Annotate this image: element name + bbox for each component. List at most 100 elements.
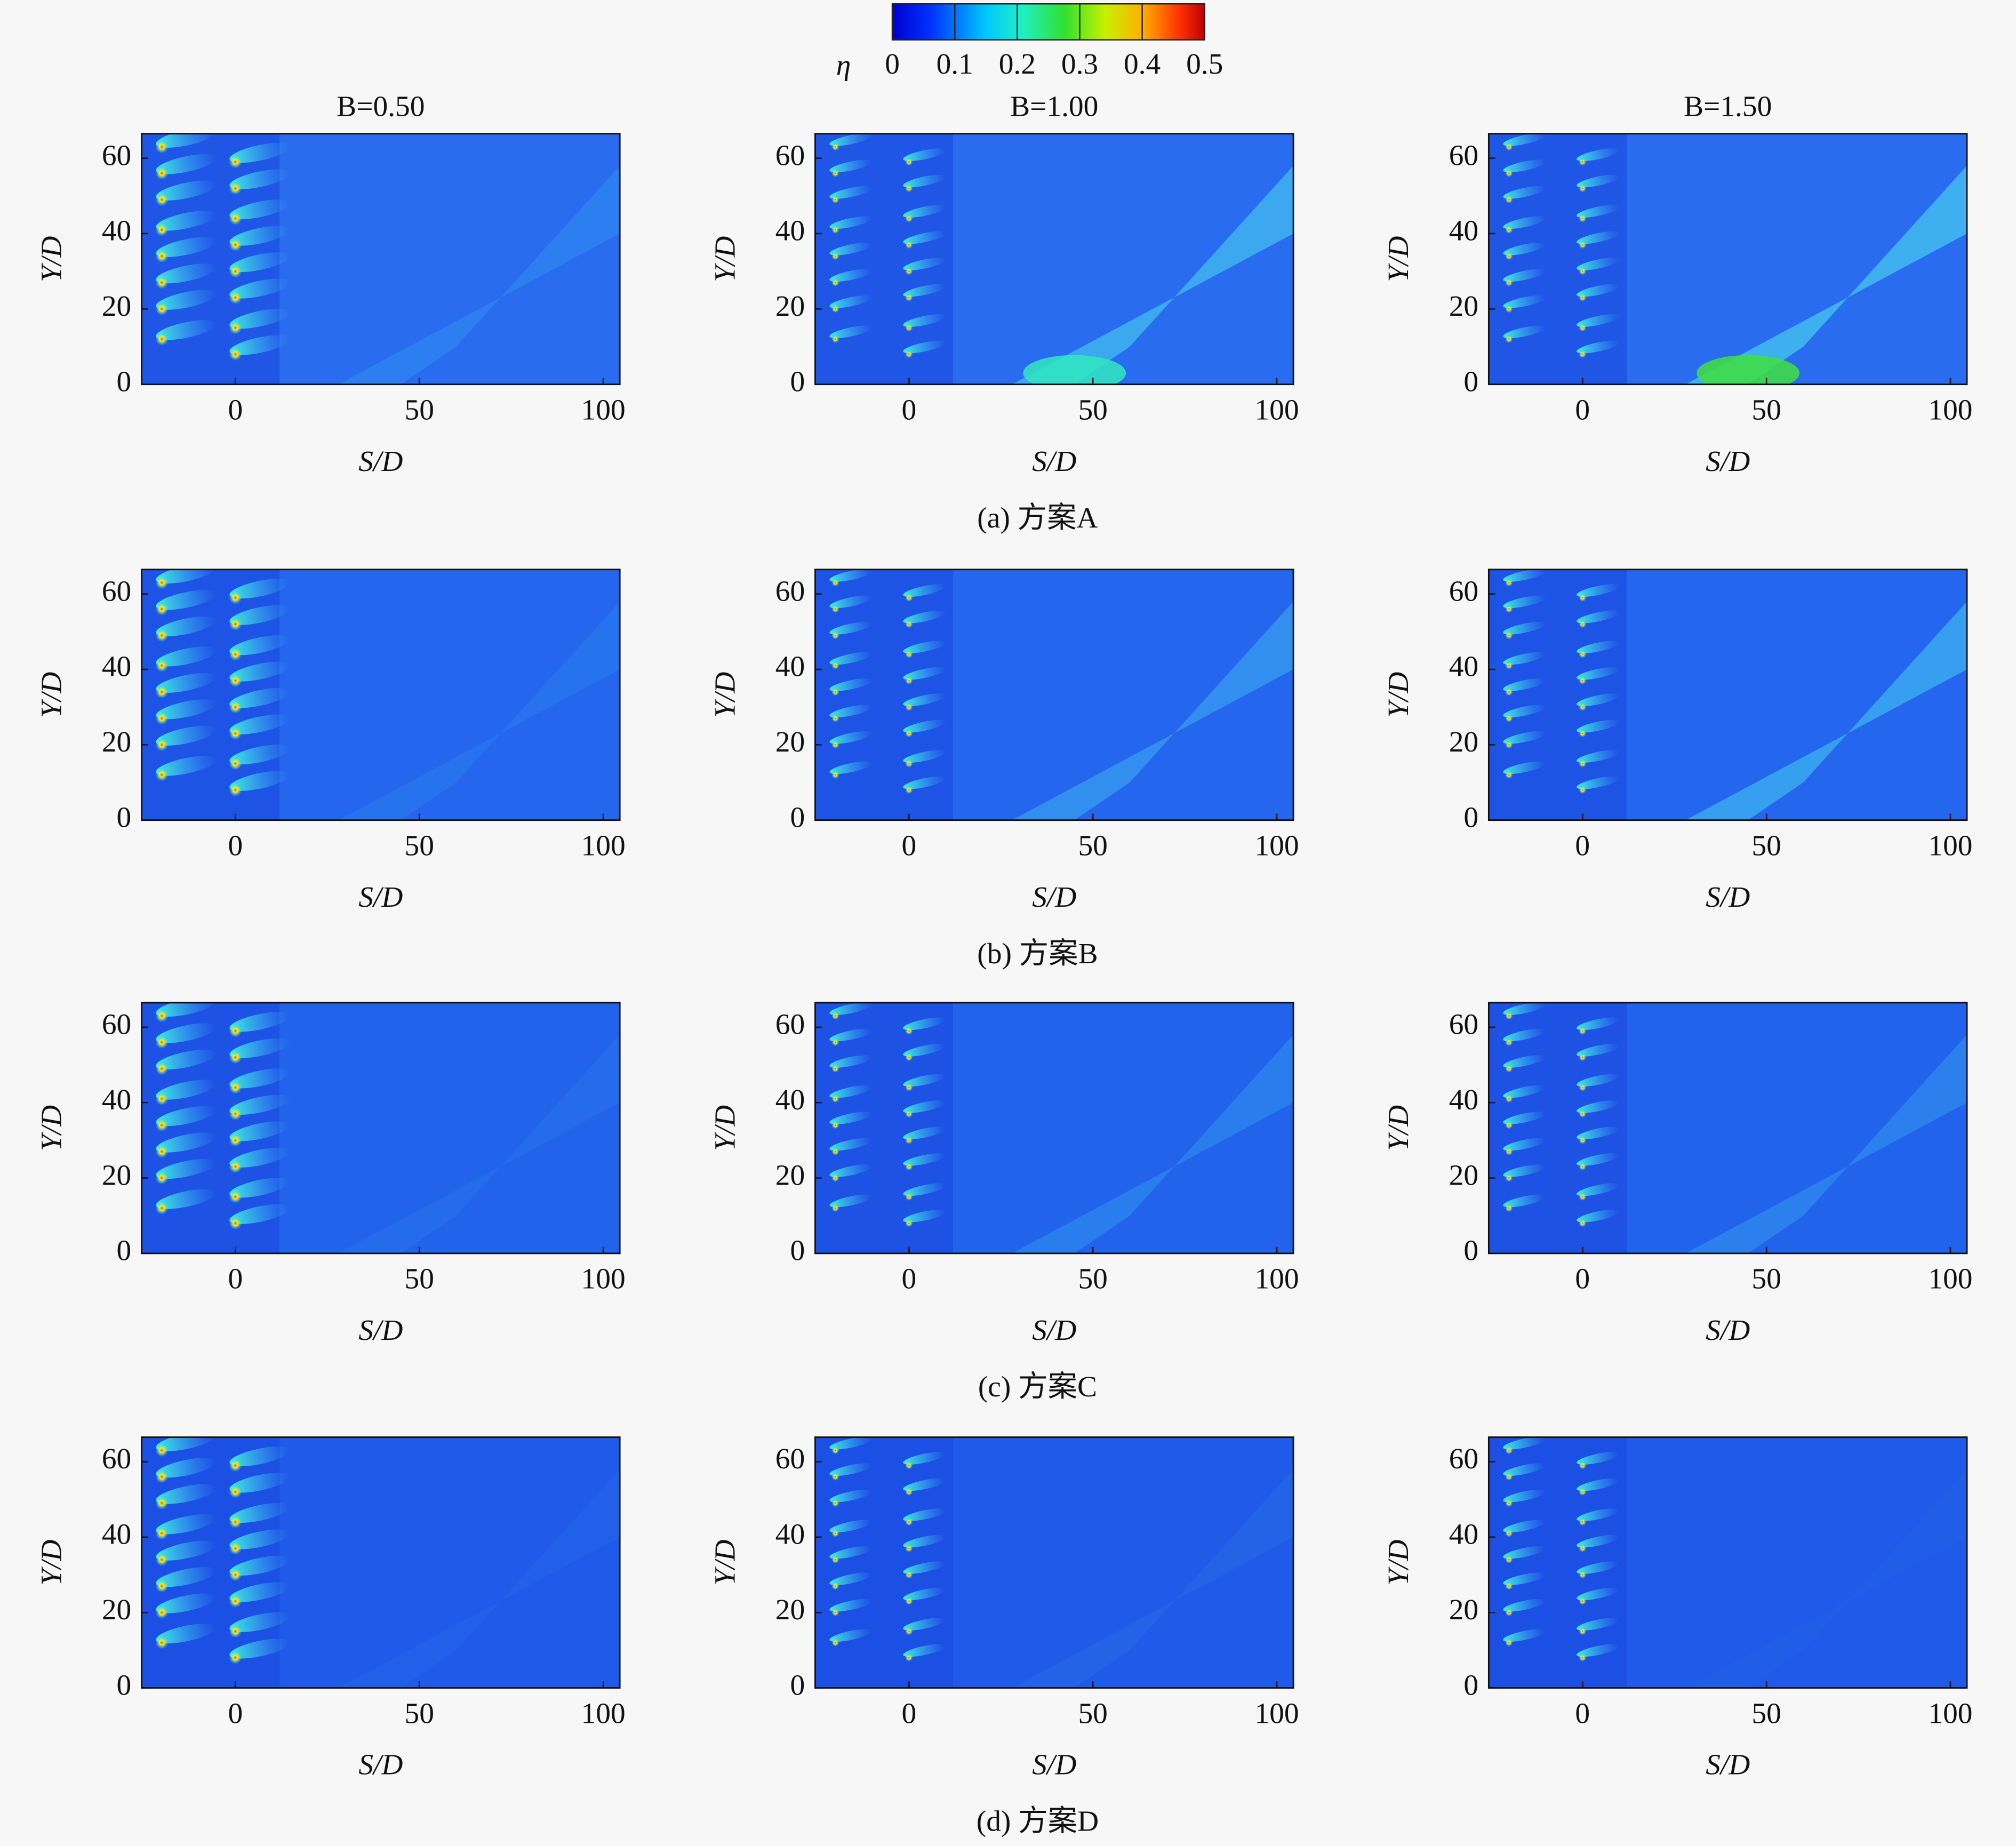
jet-trace: [156, 237, 217, 257]
jet-trace: [1503, 652, 1546, 665]
jet-trace: [903, 641, 946, 653]
jet-core: [905, 594, 913, 602]
jet-core: [155, 1497, 169, 1510]
jet-core: [1505, 771, 1513, 779]
jet-core: [831, 771, 839, 779]
jet-trace: [829, 1112, 873, 1124]
jet-trace: [1503, 133, 1546, 146]
jet-trace: [829, 1028, 873, 1042]
jet-trace: [829, 652, 873, 665]
field: [1489, 1002, 1967, 1253]
jet-trace: [829, 159, 873, 173]
jet-trace: [903, 1153, 946, 1166]
jet-trace: [156, 756, 217, 776]
x-axis-label: S/D: [1032, 445, 1076, 477]
jet-core: [1579, 293, 1587, 302]
x-tick-label: 0: [1575, 829, 1590, 861]
jet-trace: [156, 320, 217, 340]
jet-core: [155, 250, 169, 263]
colorbar-tick-label: 0.1: [937, 47, 973, 80]
plot-frame: [814, 569, 1294, 821]
jet-core: [155, 276, 169, 289]
jet-core: [831, 688, 839, 696]
jet-core: [1505, 1556, 1513, 1564]
jet-core: [1505, 305, 1513, 313]
jet-trace: [229, 745, 290, 765]
plot-frame: [141, 569, 621, 821]
jet-core: [1579, 703, 1587, 711]
x-tick-label: 0: [901, 829, 916, 861]
jet-trace: [1577, 1587, 1620, 1601]
jet-core: [905, 1488, 913, 1496]
jet-trace: [229, 1204, 290, 1224]
contour-field: [815, 1002, 1294, 1253]
jet-trace: [1577, 1561, 1620, 1574]
x-tick-label: 0: [1575, 1262, 1590, 1295]
jet-core: [229, 757, 242, 770]
jet-core: [1505, 579, 1513, 587]
x-tick-label: 50: [1751, 829, 1781, 861]
x-tick-label: 50: [405, 1697, 434, 1729]
jet-trace: [156, 673, 217, 693]
jet-core: [905, 760, 913, 768]
caption: (d) 方案D: [977, 1805, 1099, 1837]
jet-trace: [903, 1183, 946, 1196]
jet-trace: [903, 610, 946, 624]
jet-core: [905, 1597, 913, 1605]
jet-core: [1579, 650, 1587, 658]
jet-core: [1505, 1639, 1513, 1647]
jet-trace: [1577, 1126, 1620, 1140]
jet-core: [229, 1160, 242, 1173]
jet-trace: [903, 1535, 946, 1548]
jet-trace: [1503, 678, 1546, 691]
jet-trace: [903, 1618, 946, 1631]
caption: (b) 方案B: [977, 937, 1098, 970]
jet-core: [155, 1062, 169, 1075]
field: [815, 1437, 1294, 1688]
jet-trace: [229, 605, 290, 625]
jet-trace: [1503, 1599, 1546, 1612]
jet-trace: [1503, 1002, 1546, 1015]
jet-core: [905, 1136, 913, 1145]
jet-core: [229, 321, 242, 334]
caption: (c) 方案C: [978, 1370, 1097, 1403]
jet-core: [1579, 214, 1587, 222]
jet-core: [155, 1009, 169, 1022]
y-tick-label: 60: [1449, 1442, 1478, 1475]
y-tick-label: 20: [102, 290, 131, 322]
colorbar-tick-label: 0.4: [1124, 47, 1161, 80]
jet-core: [155, 659, 169, 672]
jet-core: [229, 1485, 242, 1499]
jet-trace: [1577, 340, 1620, 354]
jet-trace: [1577, 720, 1620, 733]
jet-trace: [1577, 205, 1620, 218]
jet-trace: [903, 340, 946, 354]
jet-core: [229, 700, 242, 714]
jet-trace: [1503, 1138, 1546, 1151]
jet-core: [229, 674, 242, 688]
jet-core: [831, 632, 839, 640]
jet-core: [1505, 252, 1513, 260]
y-tick-label: 0: [1463, 365, 1478, 397]
jet-trace: [1503, 1194, 1546, 1208]
jet-core: [1505, 1204, 1513, 1212]
jet-core: [229, 1568, 242, 1581]
jet-trace: [1577, 1074, 1620, 1087]
jet-core: [1579, 1219, 1587, 1227]
jet-trace: [156, 180, 217, 201]
jet-trace: [229, 1612, 290, 1633]
y-tick-label: 0: [1463, 801, 1478, 833]
jet-trace: [829, 1002, 873, 1015]
jet-trace: [156, 154, 217, 174]
jet-trace: [1503, 761, 1546, 774]
jet-trace: [829, 1489, 873, 1503]
jet-trace: [829, 1546, 873, 1559]
jet-trace: [229, 1121, 290, 1141]
x-tick-label: 0: [901, 393, 916, 426]
contour-field: [1489, 1002, 1967, 1253]
x-tick-label: 50: [1078, 1697, 1107, 1729]
jet-trace: [829, 1572, 873, 1586]
jet-trace: [1503, 1520, 1546, 1533]
y-tick-label: 0: [117, 1234, 132, 1267]
